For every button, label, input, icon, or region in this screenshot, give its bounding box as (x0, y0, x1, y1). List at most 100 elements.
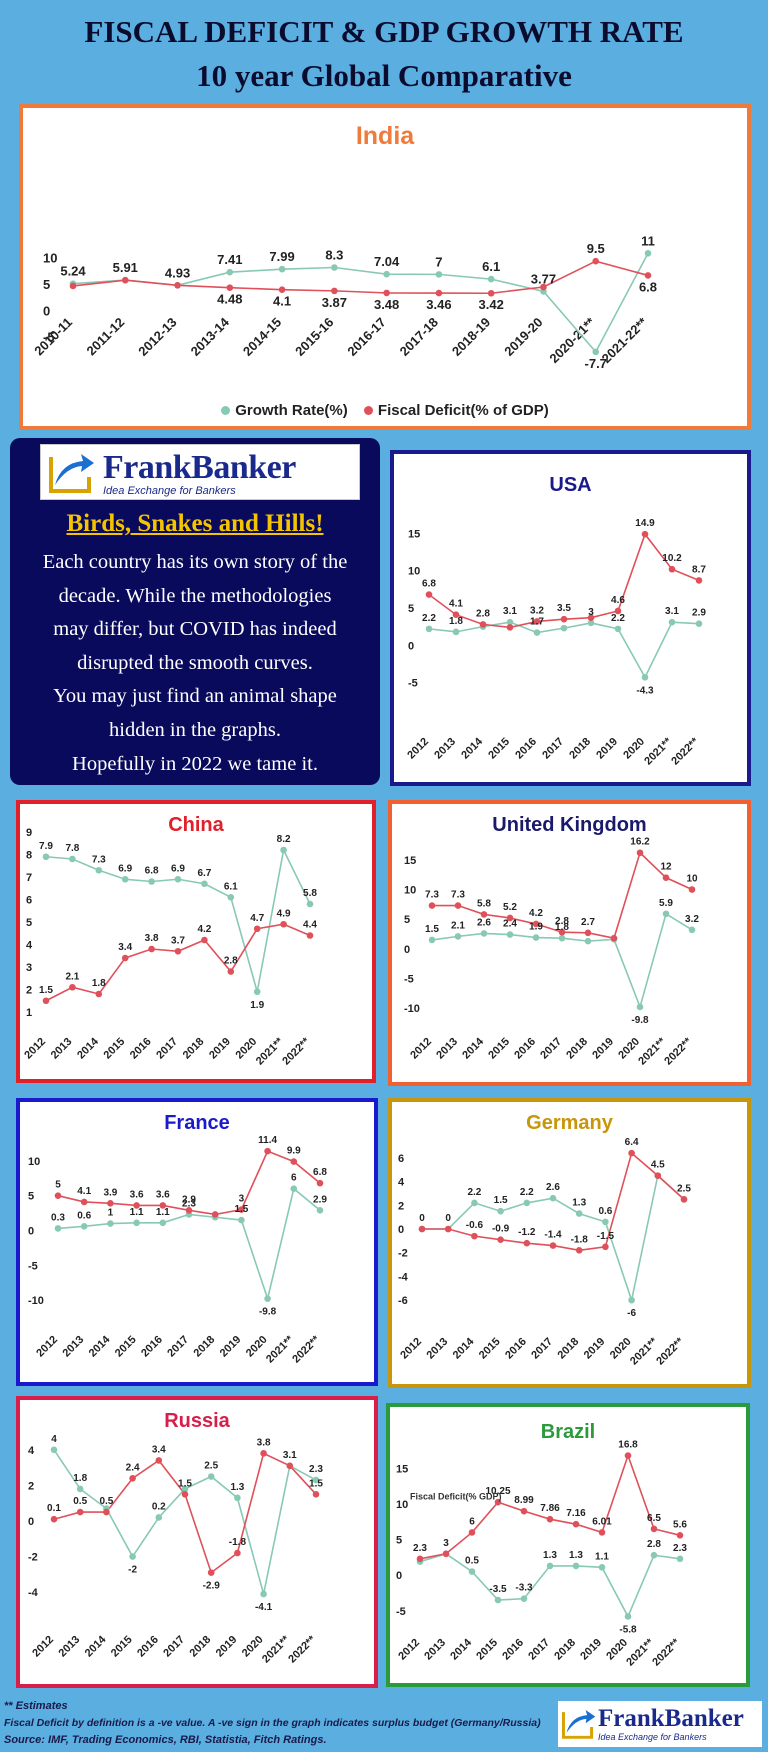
usa-deficit-point (587, 614, 595, 621)
russia-ytick: 2 (28, 1480, 34, 1492)
france-deficit-point (316, 1179, 324, 1187)
france-data-label: 1.1 (130, 1207, 144, 1218)
india-deficit-point (121, 276, 129, 284)
russia-growth-point (50, 1446, 58, 1454)
germany-data-label: 2.2 (520, 1187, 534, 1198)
uk-data-label: 1.9 (529, 922, 543, 933)
china-xtick: 2014 (75, 1035, 101, 1061)
usa-data-label: 4.1 (449, 599, 463, 610)
uk-xtick: 2013 (434, 1036, 460, 1062)
russia-data-label: 2.4 (126, 1462, 140, 1473)
uk-deficit-point (480, 911, 488, 918)
uk-growth-point (506, 931, 514, 938)
brazil-data-label: 1.1 (595, 1551, 609, 1562)
germany-deficit-point (575, 1247, 583, 1254)
france-data-label: -9.8 (259, 1307, 277, 1318)
china-deficit-point (95, 990, 103, 998)
china-deficit-point (148, 945, 155, 953)
russia-data-label: 3.8 (257, 1437, 271, 1448)
russia-data-label: -4.1 (255, 1602, 273, 1613)
footer-estimates: ** Estimates (4, 1700, 68, 1712)
usa-growth-point (506, 618, 514, 626)
china-data-label: 6.9 (171, 863, 185, 874)
germany-data-label: 6.4 (625, 1137, 639, 1148)
brazil-data-label: 2.8 (647, 1539, 661, 1550)
brazil-deficit-point (520, 1507, 528, 1515)
india-growth-point (487, 275, 495, 283)
footer-logo-arrow-icon (562, 1709, 596, 1739)
india-xtick: 2018-19 (449, 315, 493, 359)
france-growth-point (159, 1219, 167, 1227)
france-deficit-point (133, 1202, 140, 1209)
usa-deficit-point (533, 618, 541, 625)
usa-ytick: 15 (408, 528, 420, 540)
brazil-growth-point (598, 1564, 606, 1571)
russia-xtick: 2013 (57, 1634, 83, 1660)
india-xtick: 2013-14 (188, 314, 233, 359)
china-chart: 9 8 7 6 5 4 3 2 1 2012 2013 2014 2015 2016 2017 2018 201… (22, 827, 317, 1067)
brazil-data-label: 10.25 (485, 1486, 510, 1497)
logo-arrow-icon (49, 454, 94, 493)
china-deficit-point (121, 954, 129, 962)
germany-data-label: -0.9 (492, 1224, 510, 1235)
usa-growth-point (695, 620, 703, 627)
france-growth-point (133, 1219, 140, 1227)
russia-data-label: 0.5 (99, 1496, 113, 1507)
uk-xtick: 2018 (564, 1036, 590, 1062)
usa-data-label: 1.7 (530, 617, 544, 628)
china-data-label: 4.7 (250, 913, 264, 924)
uk-ytick: 15 (404, 855, 416, 867)
brazil-data-label: 0.5 (465, 1556, 479, 1567)
india-data-label: 3.48 (374, 297, 399, 312)
france-data-label: 11.4 (258, 1135, 277, 1146)
usa-growth-point (452, 628, 460, 636)
india-growth-point (383, 270, 390, 278)
india-data-label: 7.99 (269, 249, 294, 264)
india-data-label: 7.41 (217, 252, 242, 267)
brazil-deficit-point (598, 1529, 606, 1536)
main-title-line1: FISCAL DEFICIT & GDP GROWTH RATE (84, 14, 684, 49)
usa-xtick: 2012 (405, 736, 431, 762)
brazil-data-label: 5.6 (673, 1519, 687, 1530)
uk-data-label: 12 (660, 862, 672, 873)
russia-deficit-point (286, 1462, 294, 1470)
info-line: disrupted the smooth curves. (77, 651, 313, 674)
germany-growth-point (602, 1218, 609, 1226)
china-growth-point (121, 875, 129, 883)
france-deficit-point (54, 1192, 62, 1199)
germany-xtick: 2015 (477, 1336, 503, 1362)
germany-data-label: 2.6 (546, 1182, 560, 1193)
france-deficit-point (159, 1202, 167, 1209)
germany-ytick: -2 (398, 1248, 408, 1260)
india-data-label: -7.7 (585, 356, 607, 371)
brazil-xtick: 2013 (422, 1637, 448, 1663)
brazil-deficit-point (546, 1515, 554, 1523)
china-growth-point (227, 893, 235, 901)
logo-name: FrankBanker (103, 449, 296, 486)
russia-data-label: 1.3 (230, 1482, 244, 1493)
china-ytick: 5 (26, 917, 32, 929)
usa-xtick: 2018 (567, 736, 593, 762)
germany-data-label: 4.5 (651, 1160, 665, 1171)
usa-growth-point (533, 629, 541, 636)
germany-data-label: 1.3 (572, 1198, 586, 1209)
brazil-ytick: 15 (396, 1463, 408, 1475)
france-data-label: 9.9 (287, 1146, 301, 1157)
france-data-label: 4.1 (77, 1186, 91, 1197)
brazil-annotation: Fiscal Deficit(% GDP) (410, 1492, 502, 1502)
china-deficit-point (253, 925, 261, 933)
usa-data-label: 2.2 (422, 613, 436, 624)
germany-growth-point (628, 1296, 635, 1304)
uk-growth-point (428, 936, 436, 944)
usa-ytick: -5 (408, 678, 418, 690)
india-growth-point (435, 271, 443, 278)
china-xtick: 2016 (128, 1036, 154, 1062)
legend-deficit: Fiscal Deficit(% of GDP) (363, 402, 549, 419)
india-deficit-point (69, 282, 77, 290)
info-line: hidden in the graphs. (109, 718, 281, 741)
brazil-data-label: 1.3 (569, 1550, 583, 1561)
russia-data-label: -2.9 (203, 1581, 221, 1592)
germany-data-label: -1.8 (571, 1234, 589, 1245)
india-deficit-point (278, 286, 286, 293)
